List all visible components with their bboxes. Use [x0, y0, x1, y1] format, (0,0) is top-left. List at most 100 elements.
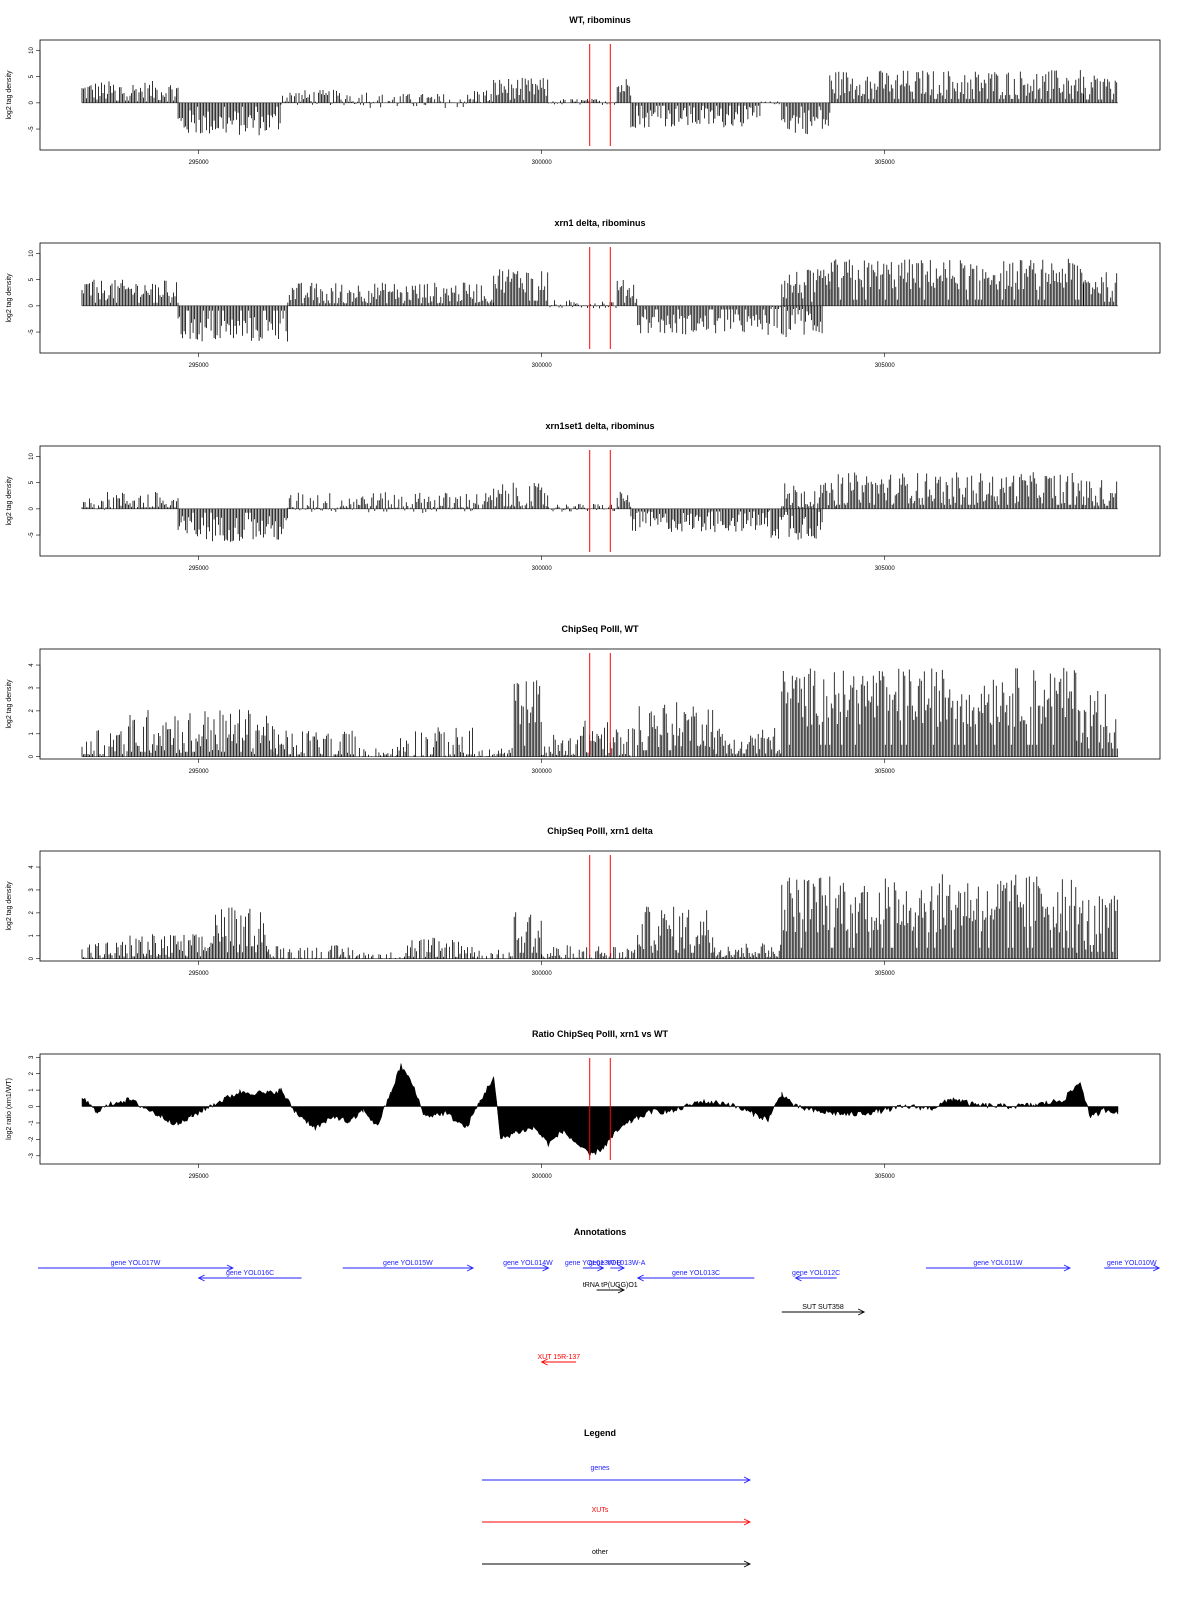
y-tick-label: 10 — [29, 249, 35, 256]
segment-bars — [616, 491, 632, 509]
segment-bars — [637, 305, 768, 335]
segment — [513, 680, 542, 757]
segment-bars — [637, 906, 714, 959]
segment — [369, 94, 473, 108]
y-axis-label: log2 tag density — [6, 273, 13, 323]
x-tick-label: 300000 — [532, 363, 553, 369]
segment-bars — [212, 907, 267, 959]
y-axis-label: log2 tag density — [6, 476, 13, 526]
segment — [548, 503, 617, 512]
feature-arrowhead — [197, 1274, 205, 1282]
segment-bars — [472, 949, 513, 959]
segment — [472, 949, 513, 959]
segment-bars — [781, 482, 837, 509]
feature-arrowhead — [794, 1274, 802, 1282]
x-tick-label: 300000 — [532, 160, 553, 166]
legend-item-label: other — [592, 1549, 609, 1556]
segment-bars — [767, 508, 823, 540]
feature-arrowhead — [226, 1264, 234, 1272]
segment — [781, 269, 831, 306]
segment — [266, 945, 357, 959]
panel-title: ChipSeq PolII, xrn1 delta — [547, 826, 654, 836]
segment-bars — [81, 81, 179, 103]
segment-bars — [575, 720, 610, 757]
y-axis-label: log2 ratio (xrn1/WT) — [6, 1078, 13, 1140]
y-tick-label: 2 — [29, 1071, 35, 1075]
y-tick-label: 5 — [29, 480, 35, 484]
panel-frame — [39, 850, 1161, 962]
segment-bars — [472, 748, 513, 757]
y-tick-label: 5 — [29, 277, 35, 281]
y-tick-label: -5 — [29, 329, 35, 335]
segment — [129, 934, 212, 959]
segment — [493, 77, 549, 103]
segment — [81, 492, 179, 510]
y-tick-label: 1 — [29, 1088, 35, 1092]
legend-item: genes — [482, 1465, 752, 1484]
segment-bars — [1076, 691, 1118, 757]
panel-pol2xrn1: ChipSeq PolII, xrn1 delta log2 tag densit… — [6, 826, 1161, 977]
segment — [548, 300, 617, 309]
panel-frame — [39, 1053, 1161, 1165]
segment-bars — [280, 89, 370, 106]
panel-ratio: Ratio ChipSeq PolII, xrn1 vs WT log2 rati… — [6, 1029, 1161, 1180]
y-axis: 0 1 2 3 4 — [29, 865, 41, 960]
y-axis: -5 0 5 10 — [29, 46, 41, 132]
segment-bars — [287, 282, 494, 306]
segment-bars — [493, 482, 549, 509]
y-tick-label: 1 — [29, 731, 35, 735]
x-axis: 295000 300000 305000 — [189, 961, 895, 977]
annotation-feature: gene YOL012C — [792, 1270, 840, 1282]
segment — [212, 907, 267, 959]
segment — [767, 305, 823, 337]
segment — [177, 508, 288, 542]
panel-frame — [39, 648, 1161, 760]
feature-label: gene YOL011W — [973, 1260, 1023, 1267]
y-axis: -5 0 5 10 — [29, 249, 41, 335]
x-tick-label: 295000 — [189, 566, 210, 572]
feature-label: gene YOL017W — [111, 1260, 161, 1267]
y-tick-label: 0 — [29, 754, 35, 758]
legend-item: other — [482, 1549, 752, 1568]
y-axis-label: log2 tag density — [6, 70, 13, 120]
segment — [616, 79, 632, 103]
legend-title: Legend — [584, 1428, 616, 1438]
y-tick-label: 0 — [29, 304, 35, 308]
annotation-feature: gene YOL013W-B — [565, 1260, 622, 1272]
y-tick-label: 3 — [29, 888, 35, 892]
legend-item-label: genes — [590, 1465, 610, 1472]
segment — [541, 734, 576, 757]
legend-item-arrowhead — [743, 1560, 752, 1568]
segment-bars — [397, 727, 473, 757]
data-series — [81, 667, 1118, 757]
segment — [273, 729, 356, 757]
feature-label: SUT SUT358 — [802, 1304, 844, 1311]
segment — [1076, 895, 1118, 959]
segment-bars — [177, 508, 288, 542]
x-tick-label: 305000 — [875, 566, 896, 572]
segment-bars — [781, 874, 1077, 959]
feature-label: gene YOL016C — [226, 1270, 274, 1277]
panel-title: xrn1set1 delta, ribominus — [545, 421, 654, 431]
y-tick-label: 5 — [29, 74, 35, 78]
data-series — [81, 472, 1118, 542]
feature-arrowhead — [597, 1264, 605, 1272]
segment-bars — [1076, 895, 1118, 959]
annotation-feature: gene YOL013C — [636, 1270, 755, 1282]
annotation-feature: SUT SUT358 — [781, 1304, 866, 1316]
segment — [781, 874, 1077, 959]
x-tick-label: 305000 — [875, 769, 896, 775]
segment — [630, 508, 768, 533]
feature-label: gene YOL012C — [792, 1270, 840, 1277]
x-axis: 295000 300000 305000 — [189, 1164, 895, 1180]
data-series — [81, 258, 1118, 342]
x-tick-label: 295000 — [189, 1174, 210, 1180]
x-tick-label: 300000 — [532, 769, 553, 775]
segment-bars — [712, 943, 782, 959]
panel-title: xrn1 delta, ribominus — [554, 218, 645, 228]
segment-bars — [356, 952, 405, 959]
segment-bars — [781, 102, 831, 135]
annotation-feature: gene YOL010W — [1104, 1260, 1161, 1272]
x-tick-label: 295000 — [189, 769, 210, 775]
